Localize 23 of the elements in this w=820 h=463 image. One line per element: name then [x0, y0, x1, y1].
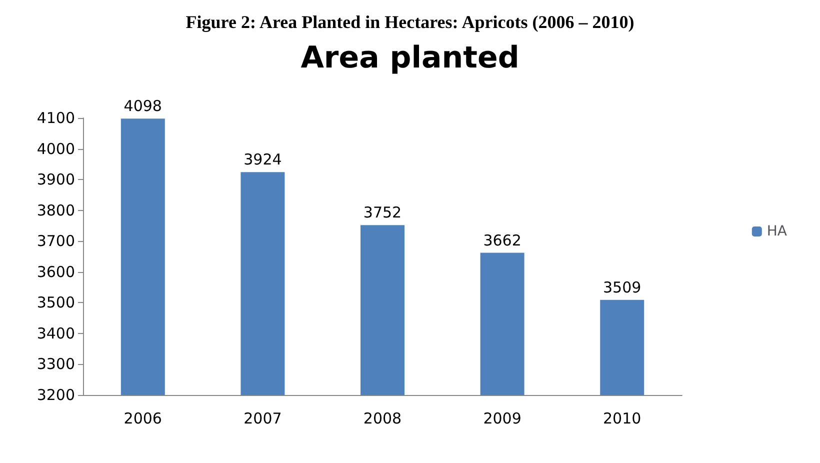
data-label: 3752 — [363, 204, 402, 222]
x-tick-label: 2010 — [603, 410, 642, 428]
y-tick-label: 4000 — [36, 140, 75, 158]
data-label: 4098 — [124, 97, 162, 116]
x-tick-label: 2009 — [483, 410, 522, 428]
y-tick-label: 3800 — [36, 201, 75, 220]
y-tick-label: 3200 — [36, 386, 75, 404]
y-tick-label: 3400 — [36, 324, 75, 342]
x-tick-label: 2008 — [363, 410, 402, 428]
x-tick-label: 2007 — [244, 410, 282, 428]
data-label: 3662 — [483, 231, 522, 250]
y-tick-label: 3600 — [36, 262, 75, 281]
y-tick-label: 4100 — [36, 109, 75, 127]
y-tick-label: 3900 — [36, 170, 75, 189]
caption: Figure 2: Area Planted in Hectares: Apricots (2006 – 2010) — [186, 12, 634, 32]
y-tick-label: 3700 — [36, 232, 75, 250]
x-tick-label: 2006 — [124, 410, 162, 428]
legend-label: HA — [766, 224, 788, 240]
y-tick-label: 3300 — [36, 355, 75, 374]
data-label: 3509 — [603, 278, 642, 296]
chart-title: Area planted — [300, 40, 520, 76]
y-tick-label: 3500 — [36, 294, 75, 312]
data-label: 3924 — [244, 150, 282, 169]
